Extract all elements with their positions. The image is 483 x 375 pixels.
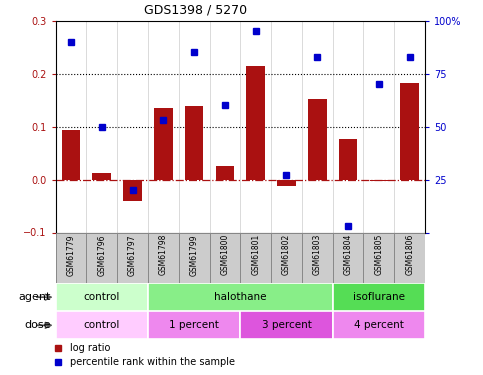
- Bar: [277, 180, 296, 186]
- Bar: [339, 139, 357, 180]
- Bar: [62, 130, 80, 180]
- Bar: [123, 180, 142, 201]
- Text: 1 percent: 1 percent: [169, 320, 219, 330]
- Text: percentile rank within the sample: percentile rank within the sample: [70, 357, 235, 368]
- Bar: [333, 283, 425, 311]
- Text: GSM61806: GSM61806: [405, 234, 414, 275]
- Text: GSM61779: GSM61779: [67, 234, 75, 276]
- Bar: [179, 232, 210, 283]
- Text: control: control: [84, 320, 120, 330]
- Text: GSM61799: GSM61799: [190, 234, 199, 276]
- Bar: [364, 232, 394, 283]
- Bar: [246, 66, 265, 180]
- Text: isoflurane: isoflurane: [353, 292, 405, 302]
- Bar: [56, 311, 148, 339]
- Bar: [117, 232, 148, 283]
- Text: log ratio: log ratio: [70, 343, 111, 353]
- Bar: [400, 83, 419, 180]
- Bar: [148, 232, 179, 283]
- Bar: [86, 232, 117, 283]
- Text: 4 percent: 4 percent: [354, 320, 404, 330]
- Bar: [271, 232, 302, 283]
- Bar: [210, 232, 240, 283]
- Text: GSM61803: GSM61803: [313, 234, 322, 275]
- Text: dose: dose: [24, 320, 51, 330]
- Text: GSM61801: GSM61801: [251, 234, 260, 275]
- Bar: [240, 232, 271, 283]
- Text: GSM61797: GSM61797: [128, 234, 137, 276]
- Text: GSM61805: GSM61805: [374, 234, 384, 275]
- Bar: [148, 283, 333, 311]
- Text: GSM61800: GSM61800: [220, 234, 229, 275]
- Text: agent: agent: [18, 292, 51, 302]
- Bar: [148, 311, 241, 339]
- Bar: [215, 166, 234, 180]
- Text: halothane: halothane: [214, 292, 267, 302]
- Bar: [154, 108, 172, 180]
- Bar: [302, 232, 333, 283]
- Text: GSM61802: GSM61802: [282, 234, 291, 275]
- Bar: [333, 232, 364, 283]
- Bar: [241, 311, 333, 339]
- Text: GSM61796: GSM61796: [97, 234, 106, 276]
- Bar: [56, 283, 148, 311]
- Bar: [56, 232, 86, 283]
- Bar: [394, 232, 425, 283]
- Text: GDS1398 / 5270: GDS1398 / 5270: [144, 4, 247, 17]
- Text: GSM61804: GSM61804: [343, 234, 353, 275]
- Text: control: control: [84, 292, 120, 302]
- Bar: [308, 99, 327, 180]
- Text: 3 percent: 3 percent: [261, 320, 312, 330]
- Bar: [185, 106, 203, 180]
- Bar: [92, 172, 111, 180]
- Bar: [369, 180, 388, 181]
- Text: GSM61798: GSM61798: [159, 234, 168, 275]
- Bar: [333, 311, 425, 339]
